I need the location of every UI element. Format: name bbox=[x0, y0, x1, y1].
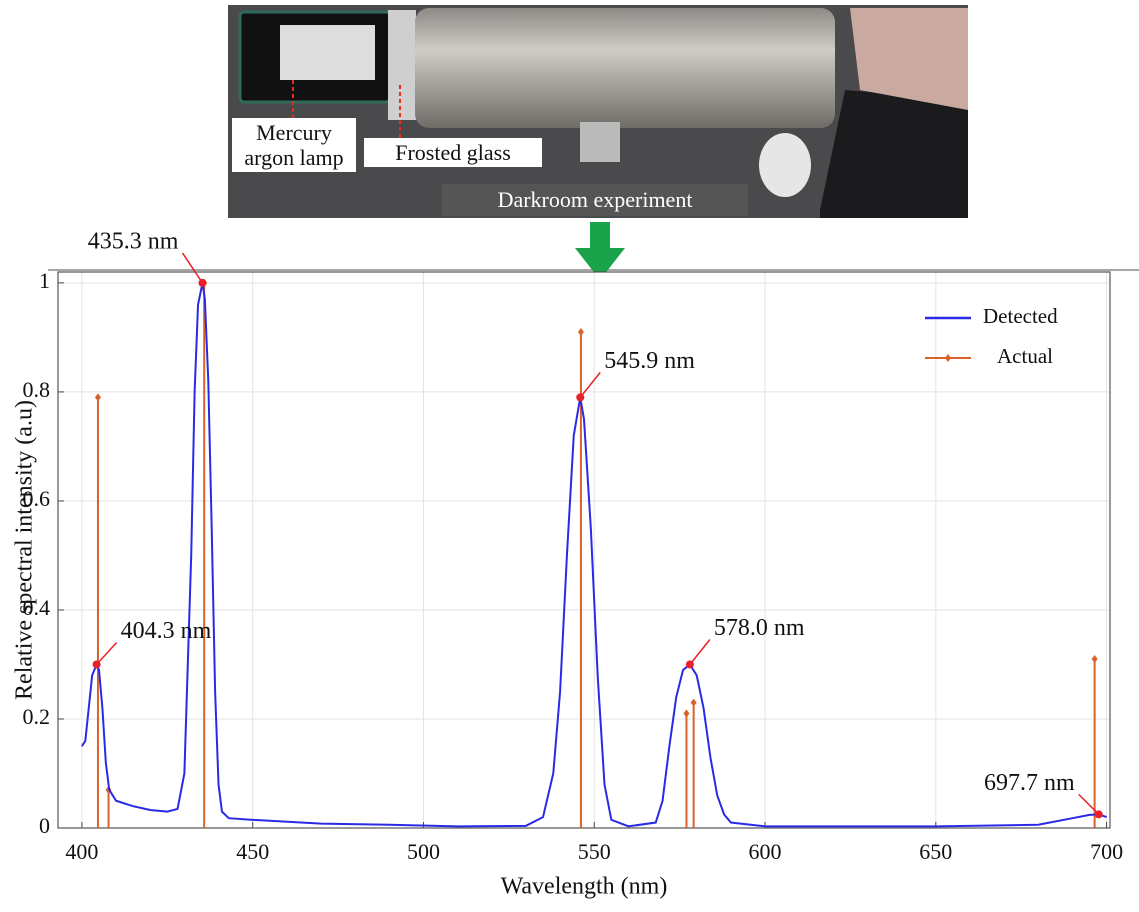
annotation-leader bbox=[579, 371, 601, 398]
annotation-label: 697.7 nm bbox=[984, 770, 1075, 796]
stem-marker bbox=[94, 393, 101, 402]
x-tick-label: 400 bbox=[65, 839, 98, 864]
annotation-label: 545.9 nm bbox=[604, 348, 695, 374]
photo-label: Mercury argon lamp bbox=[232, 118, 356, 172]
stem bbox=[1091, 655, 1098, 828]
y-tick-label: 0.2 bbox=[23, 704, 51, 729]
photo bbox=[228, 5, 968, 218]
y-tick-label: 1 bbox=[39, 268, 50, 293]
legend-label: Actual bbox=[997, 344, 1053, 368]
y-tick-label: 0.6 bbox=[23, 486, 51, 511]
annotation-leader bbox=[181, 252, 204, 284]
stem-marker bbox=[1091, 655, 1098, 664]
annotation-point bbox=[685, 660, 694, 669]
x-tick-label: 500 bbox=[407, 839, 440, 864]
y-tick-label: 0.8 bbox=[23, 377, 51, 402]
legend-label: Detected bbox=[983, 304, 1058, 328]
stem bbox=[683, 709, 690, 828]
stem-marker bbox=[690, 698, 697, 707]
annotation-leader bbox=[96, 641, 118, 665]
plot-frame bbox=[57, 271, 1111, 829]
stem-marker bbox=[683, 709, 690, 718]
stem-marker bbox=[577, 327, 584, 336]
annotation-point bbox=[92, 660, 101, 669]
annotation-point bbox=[576, 393, 585, 402]
annotation-point bbox=[1094, 810, 1103, 819]
stem bbox=[94, 393, 101, 828]
legend-marker bbox=[945, 354, 951, 362]
arrow bbox=[575, 222, 625, 280]
annotation-point bbox=[198, 278, 207, 287]
annotation-leader bbox=[1078, 793, 1100, 815]
stem bbox=[577, 327, 584, 828]
annotation-label: 404.3 nm bbox=[121, 618, 212, 644]
annotation-label: 435.3 nm bbox=[88, 228, 179, 254]
x-tick-label: 600 bbox=[749, 839, 782, 864]
annotation-label: 578.0 nm bbox=[714, 615, 805, 641]
x-tick-label: 550 bbox=[578, 839, 611, 864]
y-axis-label: Relative spectral intensity (a.u) bbox=[12, 400, 38, 700]
stem bbox=[690, 698, 697, 828]
x-axis-label: Wavelength (nm) bbox=[501, 874, 668, 900]
y-tick-label: 0 bbox=[39, 813, 50, 838]
detected-line bbox=[81, 282, 1107, 828]
x-tick-label: 700 bbox=[1090, 839, 1123, 864]
photo-label: Frosted glass bbox=[364, 138, 542, 167]
annotation-leader bbox=[689, 639, 711, 665]
y-tick-label: 0.4 bbox=[23, 595, 51, 620]
photo-label: Darkroom experiment bbox=[442, 184, 748, 216]
plot-area bbox=[58, 272, 1110, 828]
x-tick-label: 650 bbox=[919, 839, 952, 864]
x-tick-label: 450 bbox=[236, 839, 269, 864]
